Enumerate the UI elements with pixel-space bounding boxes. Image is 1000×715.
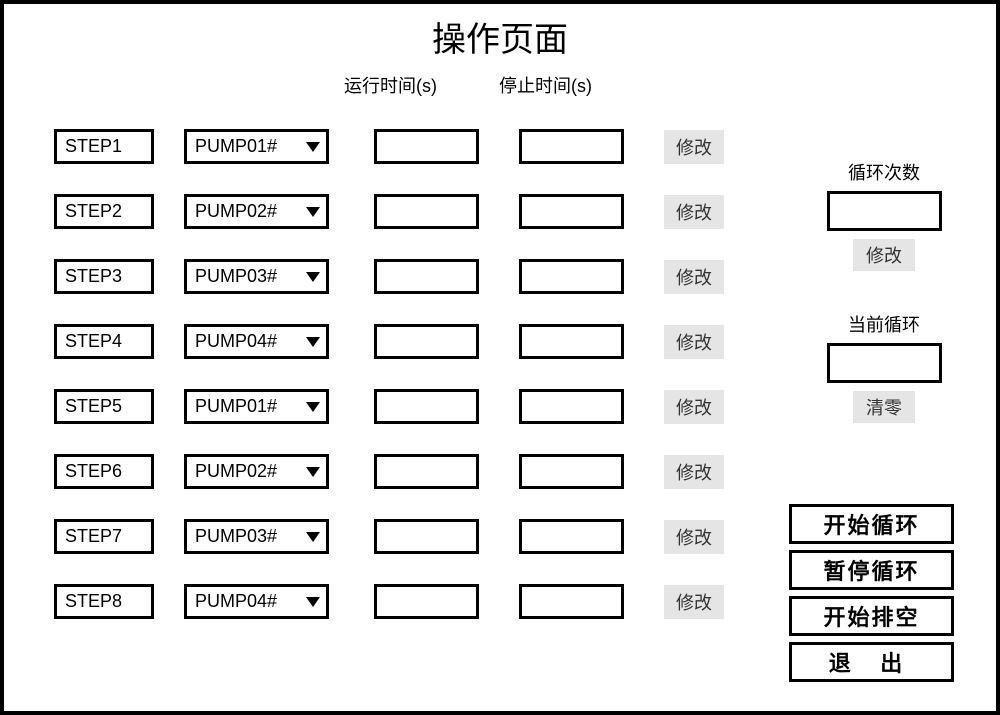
- stop-time-input[interactable]: [519, 324, 624, 359]
- current-loop-clear-button[interactable]: 清零: [853, 391, 915, 423]
- chevron-down-icon: [306, 142, 320, 152]
- run-time-input[interactable]: [374, 259, 479, 294]
- stop-time-input[interactable]: [519, 259, 624, 294]
- run-time-input[interactable]: [374, 129, 479, 164]
- start-loop-button[interactable]: 开始循环: [789, 504, 954, 544]
- chevron-down-icon: [306, 272, 320, 282]
- main-buttons: 开始循环 暂停循环 开始排空 退 出: [789, 504, 954, 682]
- pump-select-value: PUMP03#: [195, 526, 277, 547]
- pump-select-value: PUMP02#: [195, 201, 277, 222]
- current-loop-label: 当前循环: [794, 311, 974, 337]
- chevron-down-icon: [306, 337, 320, 347]
- step-label: STEP5: [54, 389, 154, 424]
- current-loop-block: 当前循环 清零: [794, 311, 974, 423]
- run-time-input[interactable]: [374, 454, 479, 489]
- step-row: STEP6 PUMP02# 修改: [54, 439, 724, 504]
- stop-time-input[interactable]: [519, 129, 624, 164]
- current-loop-input[interactable]: [827, 343, 942, 383]
- chevron-down-icon: [306, 467, 320, 477]
- modify-button[interactable]: 修改: [664, 455, 724, 489]
- pump-select[interactable]: PUMP02#: [184, 454, 329, 489]
- side-panel: 循环次数 修改 当前循环 清零: [794, 159, 974, 423]
- pump-select[interactable]: PUMP03#: [184, 519, 329, 554]
- pump-select-value: PUMP03#: [195, 266, 277, 287]
- pump-select[interactable]: PUMP04#: [184, 584, 329, 619]
- pump-select[interactable]: PUMP02#: [184, 194, 329, 229]
- modify-button[interactable]: 修改: [664, 585, 724, 619]
- step-row: STEP7 PUMP03# 修改: [54, 504, 724, 569]
- pump-select-value: PUMP01#: [195, 396, 277, 417]
- stop-time-input[interactable]: [519, 389, 624, 424]
- modify-button[interactable]: 修改: [664, 520, 724, 554]
- loop-count-label: 循环次数: [794, 159, 974, 185]
- pump-select[interactable]: PUMP01#: [184, 389, 329, 424]
- stop-time-input[interactable]: [519, 519, 624, 554]
- modify-button[interactable]: 修改: [664, 195, 724, 229]
- pump-select-value: PUMP04#: [195, 591, 277, 612]
- step-label: STEP7: [54, 519, 154, 554]
- loop-count-input[interactable]: [827, 191, 942, 231]
- pump-select-value: PUMP01#: [195, 136, 277, 157]
- stop-time-input[interactable]: [519, 454, 624, 489]
- run-time-input[interactable]: [374, 389, 479, 424]
- pump-select[interactable]: PUMP04#: [184, 324, 329, 359]
- stop-time-input[interactable]: [519, 194, 624, 229]
- modify-button[interactable]: 修改: [664, 130, 724, 164]
- step-row: STEP5 PUMP01# 修改: [54, 374, 724, 439]
- step-label: STEP4: [54, 324, 154, 359]
- step-row: STEP3 PUMP03# 修改: [54, 244, 724, 309]
- pause-loop-button[interactable]: 暂停循环: [789, 550, 954, 590]
- page-title: 操作页面: [4, 12, 996, 61]
- start-empty-button[interactable]: 开始排空: [789, 596, 954, 636]
- step-label: STEP6: [54, 454, 154, 489]
- step-label: STEP8: [54, 584, 154, 619]
- loop-count-block: 循环次数 修改: [794, 159, 974, 271]
- operation-panel: 操作页面 运行时间(s) 停止时间(s) STEP1PUMP01#修改STEP2…: [0, 0, 1000, 715]
- run-time-input[interactable]: [374, 519, 479, 554]
- run-time-input[interactable]: [374, 194, 479, 229]
- run-time-input[interactable]: [374, 324, 479, 359]
- chevron-down-icon: [306, 532, 320, 542]
- step-row: STEP4 PUMP04# 修改: [54, 309, 724, 374]
- header-run-time: 运行时间(s): [344, 72, 437, 98]
- step-row: STEP2 PUMP02# 修改: [54, 179, 724, 244]
- pump-select[interactable]: PUMP03#: [184, 259, 329, 294]
- step-row: STEP1 PUMP01# 修改: [54, 114, 724, 179]
- chevron-down-icon: [306, 597, 320, 607]
- step-rows: STEP1 PUMP01# 修改 STEP2 PUMP02# 修改 STEP3 PUMP03#…: [54, 114, 724, 634]
- step-row: STEP8 PUMP04# 修改: [54, 569, 724, 634]
- pump-select[interactable]: PUMP01#: [184, 129, 329, 164]
- loop-count-modify-button[interactable]: 修改: [853, 239, 915, 271]
- chevron-down-icon: [306, 207, 320, 217]
- chevron-down-icon: [306, 402, 320, 412]
- pump-select-value: PUMP04#: [195, 331, 277, 352]
- pump-select-value: PUMP02#: [195, 461, 277, 482]
- modify-button[interactable]: 修改: [664, 260, 724, 294]
- step-label: STEP2: [54, 194, 154, 229]
- step-label: STEP1: [54, 129, 154, 164]
- exit-button[interactable]: 退 出: [789, 642, 954, 682]
- run-time-input[interactable]: [374, 584, 479, 619]
- modify-button[interactable]: 修改: [664, 325, 724, 359]
- header-stop-time: 停止时间(s): [499, 72, 592, 98]
- stop-time-input[interactable]: [519, 584, 624, 619]
- modify-button[interactable]: 修改: [664, 390, 724, 424]
- step-label: STEP3: [54, 259, 154, 294]
